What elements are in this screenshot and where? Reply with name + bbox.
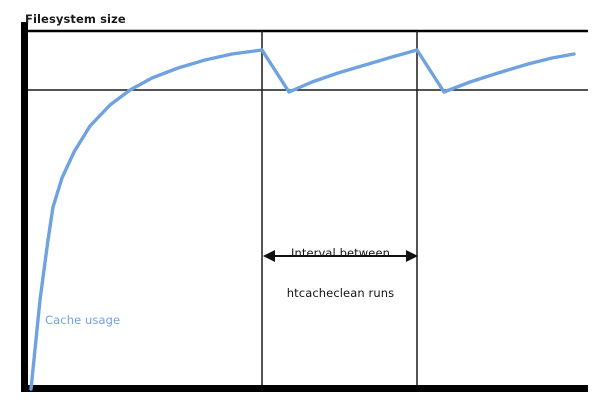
interval-arrow-head-left: [263, 250, 275, 262]
cache-usage-label: Cache usage: [45, 313, 121, 327]
filesystem-size-label: Filesystem size: [25, 12, 126, 26]
interval-annotation-line-2: htcacheclean runs: [286, 286, 395, 301]
interval-annotation-line-1: Interval between: [290, 246, 391, 261]
cache-usage-curve: [29, 48, 576, 391]
interval-arrow-head-right: [406, 250, 418, 262]
interval-arrow: [263, 250, 418, 262]
interval-annotation-label: Interval between htcacheclean runs: [263, 221, 418, 327]
